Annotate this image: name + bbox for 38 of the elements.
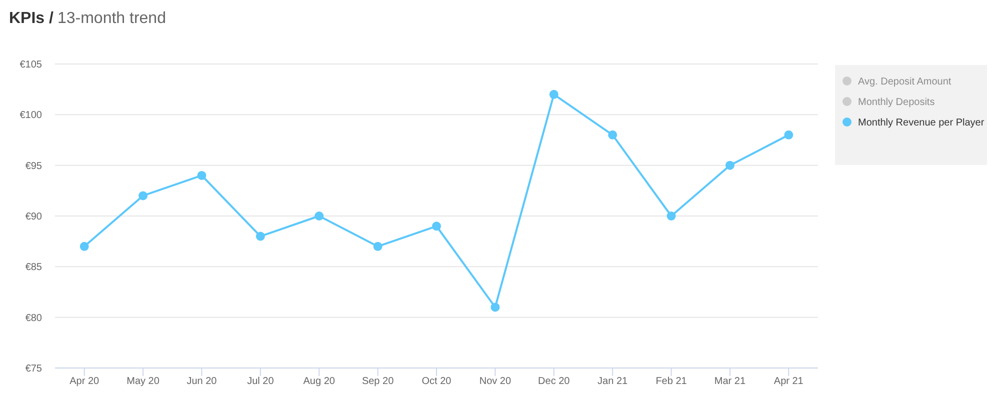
x-tick-label: Jan 21 xyxy=(598,376,628,387)
y-tick-label: €95 xyxy=(25,160,42,172)
chart-title: KPIs / xyxy=(9,10,54,27)
point xyxy=(256,232,265,241)
point xyxy=(549,90,558,99)
legend-label: Monthly Deposits xyxy=(858,97,935,108)
y-tick-label: €85 xyxy=(25,262,42,274)
point xyxy=(80,242,89,251)
x-tick-label: Dec 20 xyxy=(538,376,570,387)
legend-label: Avg. Deposit Amount xyxy=(858,76,952,88)
point xyxy=(490,302,500,312)
x-tick-label: Apr 21 xyxy=(774,376,804,387)
x-tick-label: Mar 21 xyxy=(714,376,746,387)
y-tick-label: €90 xyxy=(25,212,42,222)
x-tick-label: May 20 xyxy=(126,376,160,387)
x-tick-label: Jun 20 xyxy=(186,376,218,387)
y-tick-label: €75 xyxy=(25,364,42,374)
point xyxy=(725,160,734,170)
x-tick-label: Jul 20 xyxy=(247,376,274,387)
x-tick-label: Feb 21 xyxy=(656,376,688,387)
point xyxy=(432,222,441,231)
point xyxy=(197,170,206,180)
x-tick-label: Aug 20 xyxy=(303,376,336,387)
x-tick-label: Nov 20 xyxy=(479,376,512,387)
point xyxy=(666,212,676,220)
point xyxy=(373,242,382,251)
point xyxy=(138,191,148,200)
x-tick-label: Apr 20 xyxy=(70,376,100,387)
x-tick-label: Sep 20 xyxy=(362,376,394,387)
y-tick-label: €100 xyxy=(20,110,42,122)
point xyxy=(608,130,618,140)
point xyxy=(314,212,324,220)
legend-label: Monthly Revenue per Player xyxy=(858,118,985,128)
point xyxy=(784,130,794,140)
y-tick-label: €80 xyxy=(25,312,42,324)
y-tick-label: €105 xyxy=(20,60,42,70)
x-tick-label: Oct 20 xyxy=(422,376,452,387)
chart-subtitle: 13-month trend xyxy=(57,10,166,27)
